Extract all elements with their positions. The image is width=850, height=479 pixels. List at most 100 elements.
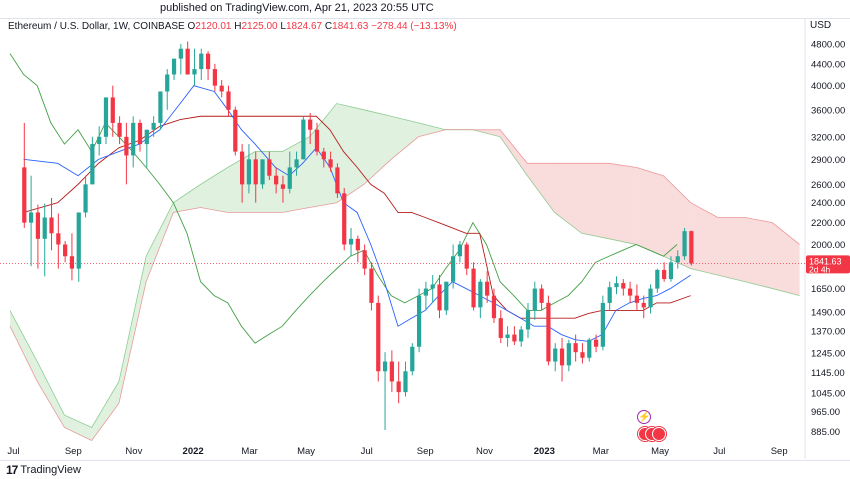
candle-body [369,268,374,303]
candle-body [294,159,299,168]
candle-body [335,167,340,194]
ichimoku-cloud-segment [636,167,664,257]
candle-body [355,238,360,251]
x-tick-label: Jul [7,446,19,457]
ichimoku-cloud-segment [772,222,800,296]
ichimoku-cloud-segment [745,217,773,289]
x-tick-label: Sep [417,446,434,457]
candle-body [607,287,612,303]
candle-body [621,283,626,289]
candle-body [668,262,674,280]
candle-body [471,268,476,308]
candle-body [185,48,190,75]
ichimoku-cloud-segment [200,167,228,213]
candle-body [498,318,503,338]
footer-brand[interactable]: 17 TradingView [6,463,81,477]
y-tick-label: 4800.00 [811,39,845,50]
chart-legend: Ethereum / U.S. Dollar, 1W, COINBASE O21… [8,21,457,32]
candle-body [165,74,170,92]
candle-body [403,371,408,393]
candle-body [83,184,88,213]
candle-body [137,122,143,145]
candle-body [689,231,694,264]
candle-body [199,53,204,70]
candle-body [22,167,27,223]
candle-body [219,85,224,92]
candle-body [124,136,129,156]
candle-body [63,244,68,257]
legend-symbol: Ethereum / U.S. Dollar, 1W, COINBASE [8,21,185,32]
candle-body [539,288,544,303]
candle-body [308,119,313,130]
x-tick-label: May [297,446,315,457]
candle-body [593,339,599,347]
candle-body [212,69,217,86]
candle-body [648,288,653,308]
candle-body [627,288,633,296]
candle-body [158,91,163,123]
y-tick-label: 3200.00 [811,132,845,143]
y-tick-label: 4000.00 [811,81,845,92]
legend-low: 1824.67 [285,21,323,32]
candle-body [444,281,449,311]
candle-body [580,352,585,358]
legend-open-label: O [187,21,196,32]
candle-body [416,295,422,347]
candle-body [485,281,490,296]
ichimoku-cloud-segment [118,256,147,404]
y-tick-label: 4400.00 [811,59,845,70]
price-tag-value: 1841.63 [809,256,842,266]
y-tick-label: 1490.00 [811,307,845,318]
candle-body [110,97,115,123]
candle-body [546,302,551,362]
candle-body [348,238,354,245]
dividend-icon[interactable]: ⚡ [637,410,651,424]
candle-body [430,284,435,289]
ichimoku-cloud-segment [146,202,174,282]
candle-body [97,136,102,145]
candle-body [151,122,156,130]
candle-body [675,256,680,263]
ichimoku-cloud-segment [64,415,92,441]
y-tick-label: 2200.00 [811,218,845,229]
ichimoku-cloud-segment [418,122,446,137]
x-tick-label: Mar [593,446,609,457]
candle-body [376,302,381,372]
chart-frame [0,18,850,461]
y-tick-label: 2900.00 [811,155,845,166]
y-tick-label: 1245.00 [811,349,845,360]
y-tick-label: 1145.00 [811,368,845,379]
candle-body [253,159,258,185]
y-tick-label: 3600.00 [811,105,845,116]
candle-body [103,97,109,137]
candle-body [655,269,660,289]
candle-body [559,348,565,366]
y-tick-label: 2000.00 [811,240,845,251]
candle-body [131,122,136,156]
candle-body [328,159,333,168]
candle-body [600,302,605,347]
candle-body [634,295,640,303]
candle-body [178,48,183,59]
x-tick-label: Nov [125,446,142,457]
candle-body [56,233,61,245]
candle-body [171,58,177,75]
ichimoku-cloud-segment [37,361,65,428]
y-tick-label: 1045.00 [811,389,845,400]
events-flag-icon-3[interactable] [652,427,666,441]
x-tick-label: Jul [361,446,373,457]
candle-body [274,175,279,185]
candle-body [192,69,197,75]
candle-body [69,256,75,269]
candle-body [49,217,54,234]
x-tick-label: Mar [241,446,257,457]
candle-body [260,159,265,185]
candle-body [362,250,367,269]
candle-body [42,217,47,239]
candle-body [301,119,306,160]
candle-body [662,269,667,280]
legend-high-label: H [234,21,242,32]
y-tick-label: 1370.00 [811,327,845,338]
x-tick-label: May [651,446,669,457]
